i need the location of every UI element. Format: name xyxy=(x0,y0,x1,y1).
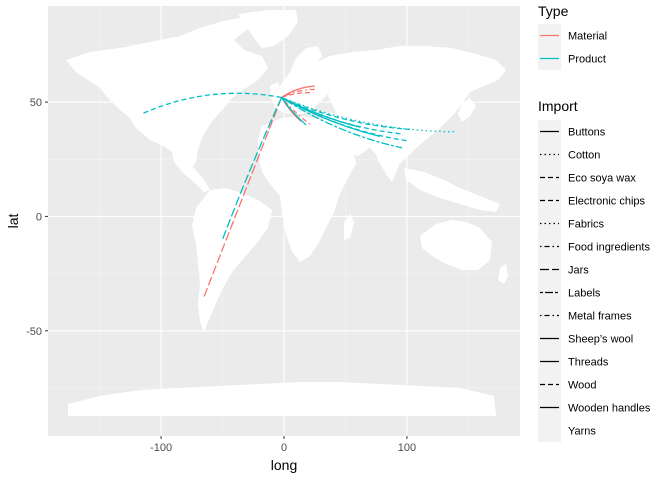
legend-import-label: Sheep’s wool xyxy=(568,334,633,346)
route-line xyxy=(281,88,318,99)
legend-import-label: Buttons xyxy=(568,127,606,139)
legend-import: Import Buttons Cotton Eco soya wax Electron… xyxy=(538,98,651,442)
legend-import-label: Labels xyxy=(568,288,601,300)
route-line xyxy=(281,96,409,142)
y-tick-label: 0 xyxy=(36,211,42,223)
land-australia xyxy=(420,220,492,270)
legend-key-bg xyxy=(538,258,561,281)
route-line xyxy=(281,97,307,126)
route-line xyxy=(281,97,312,126)
legend-import-label: Eco soya wax xyxy=(568,173,636,185)
route-line xyxy=(281,92,314,99)
land-south-america xyxy=(192,188,272,332)
route-line xyxy=(281,85,315,99)
y-tick-label: -50 xyxy=(26,326,42,338)
world-land xyxy=(66,10,508,416)
land-madagascar xyxy=(344,214,354,240)
land-central-america xyxy=(172,152,210,192)
legend-import-label: Electronic chips xyxy=(568,196,646,208)
x-axis-title: long xyxy=(271,457,297,473)
legend-import-title: Import xyxy=(538,98,578,114)
y-axis-title: lat xyxy=(5,214,21,229)
legend-import-label: Wood xyxy=(568,380,597,392)
route-line xyxy=(281,96,404,135)
y-tick-label: 50 xyxy=(30,97,42,109)
legend-import-label: Jars xyxy=(568,265,589,277)
land-africa xyxy=(258,116,356,262)
route-line xyxy=(221,97,283,240)
y-axis: -50 0 50 xyxy=(26,97,48,338)
land-north-america xyxy=(66,14,268,170)
land-antarctica xyxy=(68,382,496,416)
route-line xyxy=(142,92,282,115)
legend-import-label: Food ingredients xyxy=(568,242,650,254)
land-asia xyxy=(312,46,506,170)
legend-type-label: Material xyxy=(568,31,607,43)
x-tick-label: 0 xyxy=(281,442,287,454)
route-line xyxy=(281,96,403,149)
legend-import-label: Fabrics xyxy=(568,219,605,231)
route-line xyxy=(203,97,283,297)
x-tick-label: 100 xyxy=(398,442,416,454)
route-line xyxy=(281,96,412,131)
legend-import-label: Cotton xyxy=(568,150,600,162)
legend-import-label: Wooden handles xyxy=(568,403,651,415)
route-lines xyxy=(142,85,457,297)
land-greenland xyxy=(238,10,298,48)
legend-type-label: Product xyxy=(568,54,606,66)
x-tick-label: -100 xyxy=(150,442,172,454)
legend-type-title: Type xyxy=(538,3,569,19)
legend-key-bg xyxy=(538,419,561,442)
legend-import-label: Threads xyxy=(568,357,609,369)
legend-import-label: Yarns xyxy=(568,426,596,438)
x-axis: -100 0 100 xyxy=(150,436,416,454)
land-india xyxy=(372,140,402,182)
legend-import-label: Metal frames xyxy=(568,311,632,323)
legend-type: Type Material Product xyxy=(538,3,607,70)
land-new-zealand xyxy=(498,264,508,284)
land-japan xyxy=(458,98,476,122)
land-se-asia xyxy=(404,168,500,212)
